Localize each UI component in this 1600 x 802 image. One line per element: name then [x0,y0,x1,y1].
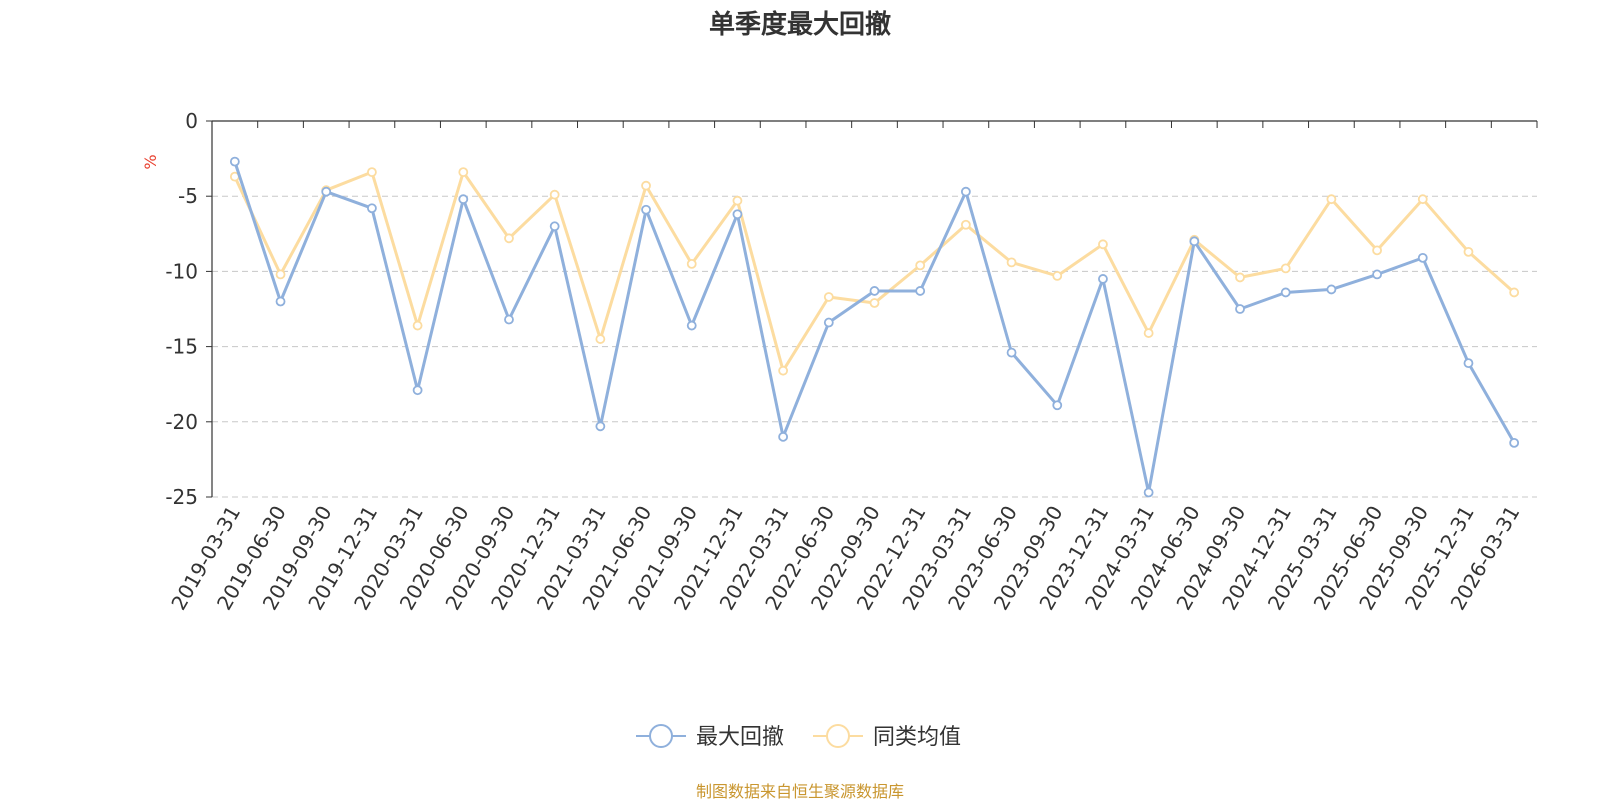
data-point[interactable] [412,320,423,331]
data-point[interactable] [686,258,697,269]
axes [206,120,1538,498]
data-point[interactable] [778,431,789,442]
data-point[interactable] [1143,487,1154,498]
y-tick-labels: 0 -5 -10 -15 -20 -25 [165,109,198,509]
data-point[interactable] [367,167,377,178]
legend-label: 同类均值 [873,725,961,750]
data-point[interactable] [1052,271,1063,281]
data-point[interactable] [1463,246,1474,257]
data-point[interactable] [915,286,926,296]
y-tick-label: -10 [165,259,198,283]
legend-label: 最大回撤 [696,725,784,750]
data-point[interactable] [229,156,240,167]
data-point[interactable] [1235,304,1245,314]
data-point[interactable] [641,204,651,215]
data-point[interactable] [732,195,743,206]
legend-marker-icon [649,724,673,748]
data-point[interactable] [823,317,834,328]
data-point[interactable] [504,314,514,325]
data-point[interactable] [1372,269,1382,280]
data-point[interactable] [960,219,971,230]
data-source-note: 制图数据来自恒生聚源数据库 [695,782,904,801]
data-point[interactable] [1006,347,1017,358]
series-lines [229,156,1520,498]
data-point[interactable] [1463,358,1474,369]
data-point[interactable] [1417,194,1428,205]
data-point[interactable] [915,260,926,271]
data-point[interactable] [960,186,971,197]
legend: 最大回撤 同类均值 [636,724,961,750]
legend-item-1[interactable]: 最大回撤 [636,724,784,750]
data-point[interactable] [1280,287,1291,298]
data-point[interactable] [732,209,743,220]
y-tick-label: 0 [185,109,198,133]
data-point[interactable] [367,203,377,214]
data-point[interactable] [1509,287,1520,298]
data-point[interactable] [1189,236,1200,247]
data-point[interactable] [778,365,789,376]
chart-title: 单季度最大回撤 [708,10,891,40]
data-point[interactable] [1372,245,1382,256]
series-1 [229,156,1520,498]
data-point[interactable] [823,292,834,302]
grid-lines [212,195,1537,498]
data-point[interactable] [686,320,697,331]
data-point[interactable] [1326,284,1337,295]
y-tick-label: -25 [165,485,198,509]
legend-marker-icon [826,724,850,748]
data-point[interactable] [549,189,560,200]
data-point[interactable] [1235,272,1245,283]
data-point[interactable] [1417,252,1428,263]
data-point[interactable] [412,385,423,396]
data-point[interactable] [595,421,606,432]
data-point[interactable] [1098,239,1108,250]
data-point[interactable] [458,167,469,178]
legend-item-2[interactable]: 同类均值 [813,724,961,750]
data-point[interactable] [275,269,286,280]
data-point[interactable] [321,186,332,197]
data-point[interactable] [504,233,514,244]
data-point[interactable] [869,286,880,296]
data-point[interactable] [549,221,560,232]
data-point[interactable] [641,180,651,191]
y-tick-label: -20 [165,410,198,434]
data-point[interactable] [1143,328,1154,338]
data-point[interactable] [1326,194,1337,205]
data-point[interactable] [458,194,469,205]
data-point[interactable] [595,334,606,344]
data-point[interactable] [869,298,880,308]
data-point[interactable] [1280,263,1291,274]
y-tick-label: -15 [165,335,198,359]
y-axis-unit-label: % [141,154,160,169]
x-tick-labels: 2019-03-312019-06-302019-09-302019-12-31… [166,502,1524,615]
data-point[interactable] [275,296,286,307]
y-tick-label: -5 [178,184,198,208]
data-point[interactable] [1098,274,1108,284]
data-point[interactable] [1006,257,1017,268]
data-point[interactable] [1509,437,1520,448]
data-point[interactable] [1052,400,1063,411]
